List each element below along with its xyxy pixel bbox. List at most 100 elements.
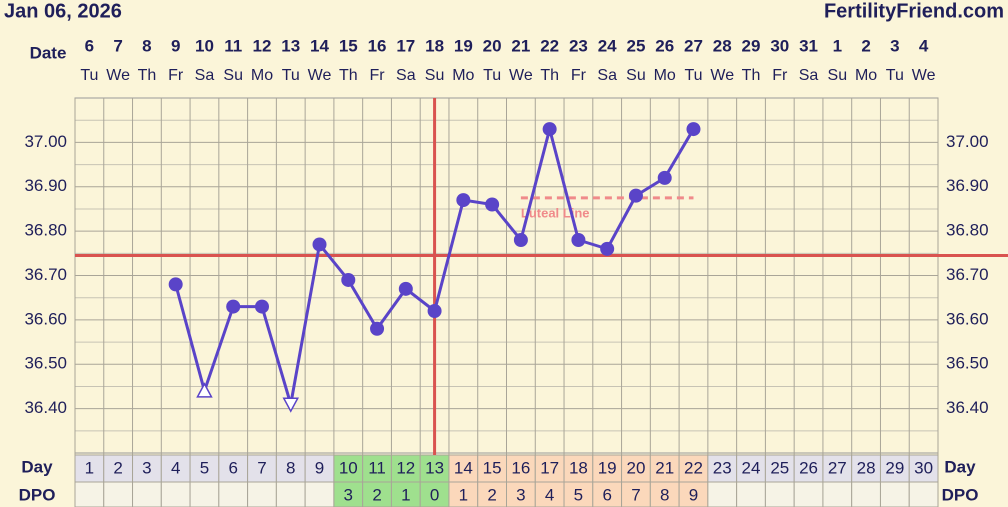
date-number: 13 (281, 36, 300, 55)
dpo-number: 4 (545, 485, 554, 504)
date-number: 30 (770, 36, 789, 55)
date-number: 18 (425, 36, 444, 55)
weekday: Su (425, 67, 445, 84)
weekday: Tu (483, 67, 501, 84)
site-name: FertilityFriend.com (824, 0, 1004, 22)
data-point (168, 277, 183, 292)
weekday: Mo (251, 67, 273, 84)
weekday: Tu (80, 67, 98, 84)
data-point (254, 299, 269, 314)
date-number: 3 (890, 36, 899, 55)
weekday: We (710, 67, 734, 84)
date-number: 1 (833, 36, 842, 55)
day-cell (764, 454, 795, 483)
data-point (686, 122, 701, 137)
data-point (196, 382, 213, 398)
dpo-cell (477, 481, 508, 507)
data-point (398, 281, 413, 296)
date-number: 27 (684, 36, 703, 55)
date-number: 11 (224, 36, 242, 55)
day-number: 7 (257, 458, 266, 477)
day-number: 25 (770, 458, 789, 477)
dpo-cell (707, 481, 738, 507)
day-number: 6 (228, 458, 237, 477)
dpo-cell (333, 481, 364, 507)
date-number: 19 (454, 36, 473, 55)
day-number: 5 (200, 458, 209, 477)
day-cell (621, 454, 651, 483)
dpo-number: 8 (660, 485, 669, 504)
data-point (513, 233, 528, 247)
chart-date: Jan 06, 2026 (4, 0, 122, 22)
day-cell (362, 454, 392, 483)
data-point (542, 122, 557, 137)
dpo-cell (160, 481, 191, 507)
y-tick-label: 36.60 (946, 309, 989, 328)
day-number: 24 (742, 458, 761, 477)
weekday: Su (223, 67, 243, 84)
dpo-cell (649, 481, 680, 507)
dpo-cell (908, 481, 939, 507)
dpo-cell (189, 481, 220, 507)
dpo-number: 1 (459, 485, 468, 504)
day-label: Day (21, 457, 53, 476)
date-number: 20 (483, 36, 502, 55)
dpo-cell (218, 481, 249, 507)
date-number: 15 (339, 36, 358, 55)
day-number: 10 (339, 458, 358, 477)
day-number: 16 (511, 458, 530, 477)
weekday: Tu (282, 67, 300, 84)
y-tick-label: 37.00 (24, 132, 67, 151)
day-cell (707, 454, 738, 483)
day-cell (678, 454, 709, 483)
date-number: 7 (113, 36, 122, 55)
weekday: Mo (654, 67, 676, 84)
y-tick-label: 36.60 (24, 309, 67, 328)
day-number: 14 (454, 458, 473, 477)
dpo-label: DPO (19, 485, 56, 504)
dpo-cell (592, 481, 623, 507)
day-number: 20 (626, 458, 645, 477)
dpo-cell (390, 481, 421, 507)
dpo-cell (448, 481, 479, 507)
day-number: 13 (425, 458, 444, 477)
weekday: Sa (597, 67, 617, 84)
day-number: 29 (885, 458, 904, 477)
day-cell (218, 454, 249, 483)
day-number: 8 (286, 458, 295, 477)
dpo-cell (419, 481, 450, 507)
dpo-cell (103, 481, 134, 507)
data-point (485, 197, 500, 212)
date-number: 31 (799, 36, 818, 55)
y-tick-label: 36.70 (946, 265, 989, 284)
data-point (312, 237, 327, 252)
y-tick-label: 36.90 (24, 176, 67, 195)
dpo-label: DPO (942, 485, 979, 504)
weekday: Th (339, 67, 358, 84)
date-number: 17 (396, 36, 415, 55)
weekday: Sa (195, 67, 215, 84)
date-number: 24 (598, 36, 617, 55)
day-number: 3 (142, 458, 151, 477)
day-cell (304, 454, 335, 483)
day-cell (534, 454, 565, 483)
day-cell (822, 454, 853, 483)
date-number: 10 (195, 36, 214, 55)
weekday: Sa (799, 67, 819, 84)
weekday: We (912, 67, 936, 84)
date-number: 14 (310, 36, 329, 55)
day-number: 23 (713, 458, 732, 477)
day-number: 11 (368, 458, 386, 477)
dpo-cell (621, 481, 651, 507)
dpo-cell (534, 481, 565, 507)
dpo-number: 9 (689, 485, 698, 504)
date-number: 12 (253, 36, 272, 55)
weekday: Fr (772, 67, 788, 84)
weekday: Fr (571, 67, 587, 84)
dpo-cell (764, 481, 795, 507)
day-number: 17 (540, 458, 559, 477)
weekday: We (106, 67, 130, 84)
weekday: Th (138, 67, 157, 84)
dpo-number: 5 (574, 485, 583, 504)
